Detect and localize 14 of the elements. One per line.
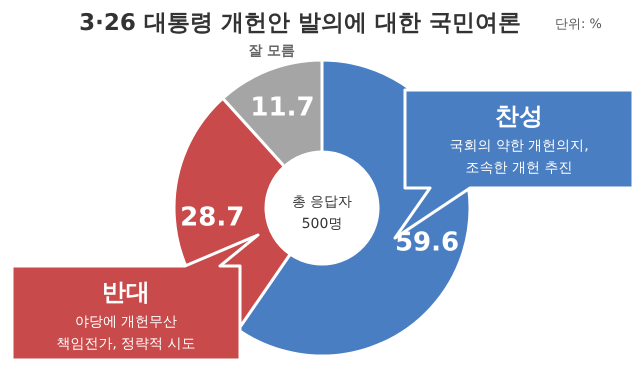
text: 단위: %	[555, 17, 602, 32]
data-label: 59.6	[394, 228, 460, 258]
chart-title: 3·26 대통령 개헌안 발의에 대한 국민여론	[79, 10, 521, 36]
data-label: 28.7	[180, 202, 244, 232]
text: 총 응답자	[292, 194, 352, 210]
text: 조속한 개헌 추진	[466, 160, 572, 176]
slice-label: 찬성	[495, 102, 543, 130]
text: 책임전가, 정략적 시도	[56, 336, 196, 352]
slice-label: 반대	[102, 278, 150, 306]
text: 500명	[302, 216, 342, 232]
text: 야당에 개헌무산	[74, 314, 178, 330]
text: 국회의 약한 개헌의지,	[449, 138, 589, 154]
slice-label: 잘 모름	[248, 42, 296, 59]
data-label: 11.7	[250, 92, 315, 122]
